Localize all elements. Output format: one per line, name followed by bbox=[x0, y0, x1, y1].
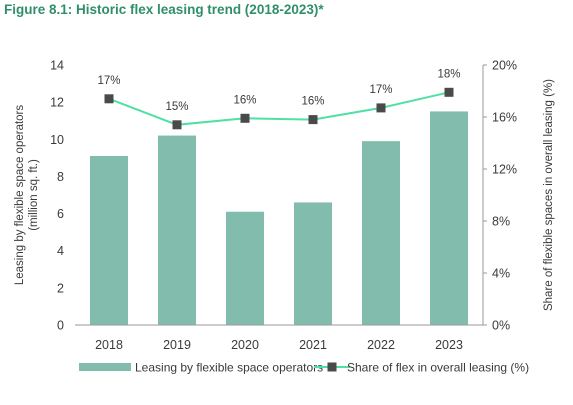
x-tick-label: 2021 bbox=[299, 338, 327, 352]
right-tick-label: 4% bbox=[492, 267, 510, 281]
left-axis-label-line: Leasing by flexible space operators bbox=[14, 105, 26, 286]
share-line bbox=[108, 91, 450, 126]
legend-bar-swatch bbox=[79, 363, 131, 371]
share-marker-2019 bbox=[172, 120, 182, 130]
bar-2022 bbox=[362, 141, 400, 325]
x-tick-label: 2020 bbox=[231, 338, 259, 352]
legend-marker-swatch bbox=[327, 362, 337, 372]
share-marker-2022 bbox=[376, 103, 386, 113]
left-tick-label: 8 bbox=[57, 170, 64, 184]
share-data-label: 17% bbox=[97, 75, 120, 87]
x-tick-label: 2023 bbox=[435, 338, 463, 352]
share-data-label: 18% bbox=[437, 68, 460, 80]
share-data-label: 16% bbox=[233, 94, 256, 106]
share-marker-2021 bbox=[308, 115, 318, 125]
x-tick-label: 2018 bbox=[95, 338, 123, 352]
chart-title: Figure 8.1: Historic flex leasing trend … bbox=[4, 2, 324, 17]
left-tick-label: 0 bbox=[57, 319, 64, 333]
left-tick-label: 14 bbox=[50, 59, 64, 73]
bar-2020 bbox=[226, 211, 264, 325]
left-tick-label: 6 bbox=[57, 207, 64, 221]
right-tick-label: 20% bbox=[492, 59, 517, 73]
x-tick-label: 2022 bbox=[367, 338, 395, 352]
legend-line-label: Share of flex in overall leasing (%) bbox=[347, 361, 529, 375]
share-data-label: 15% bbox=[165, 101, 188, 113]
right-tick-label: 12% bbox=[492, 163, 517, 177]
right-tick-label: 16% bbox=[492, 111, 517, 125]
bar-2023 bbox=[430, 111, 468, 325]
left-axis-label-line: (million sq. ft.) bbox=[28, 159, 40, 231]
share-data-label: 16% bbox=[301, 96, 324, 108]
right-tick-label: 8% bbox=[492, 215, 510, 229]
share-marker-2018 bbox=[104, 94, 114, 104]
left-tick-label: 4 bbox=[57, 244, 64, 258]
left-tick-label: 12 bbox=[50, 96, 64, 110]
left-tick-label: 10 bbox=[50, 133, 64, 147]
share-marker-2023 bbox=[444, 87, 454, 97]
bar-2021 bbox=[294, 202, 332, 325]
right-tick-label: 0% bbox=[492, 319, 510, 333]
x-tick-label: 2019 bbox=[163, 338, 191, 352]
left-tick-label: 2 bbox=[57, 281, 64, 295]
right-axis-label: Share of flexible spaces in overall leas… bbox=[543, 79, 555, 311]
left-axis-label: Leasing by flexible space operators (mill… bbox=[14, 105, 40, 286]
legend-bar-label: Leasing by flexible space operators bbox=[135, 361, 323, 375]
bar-2018 bbox=[90, 156, 128, 325]
share-marker-2020 bbox=[240, 113, 250, 123]
share-data-label: 17% bbox=[369, 84, 392, 96]
bar-2019 bbox=[158, 135, 196, 325]
